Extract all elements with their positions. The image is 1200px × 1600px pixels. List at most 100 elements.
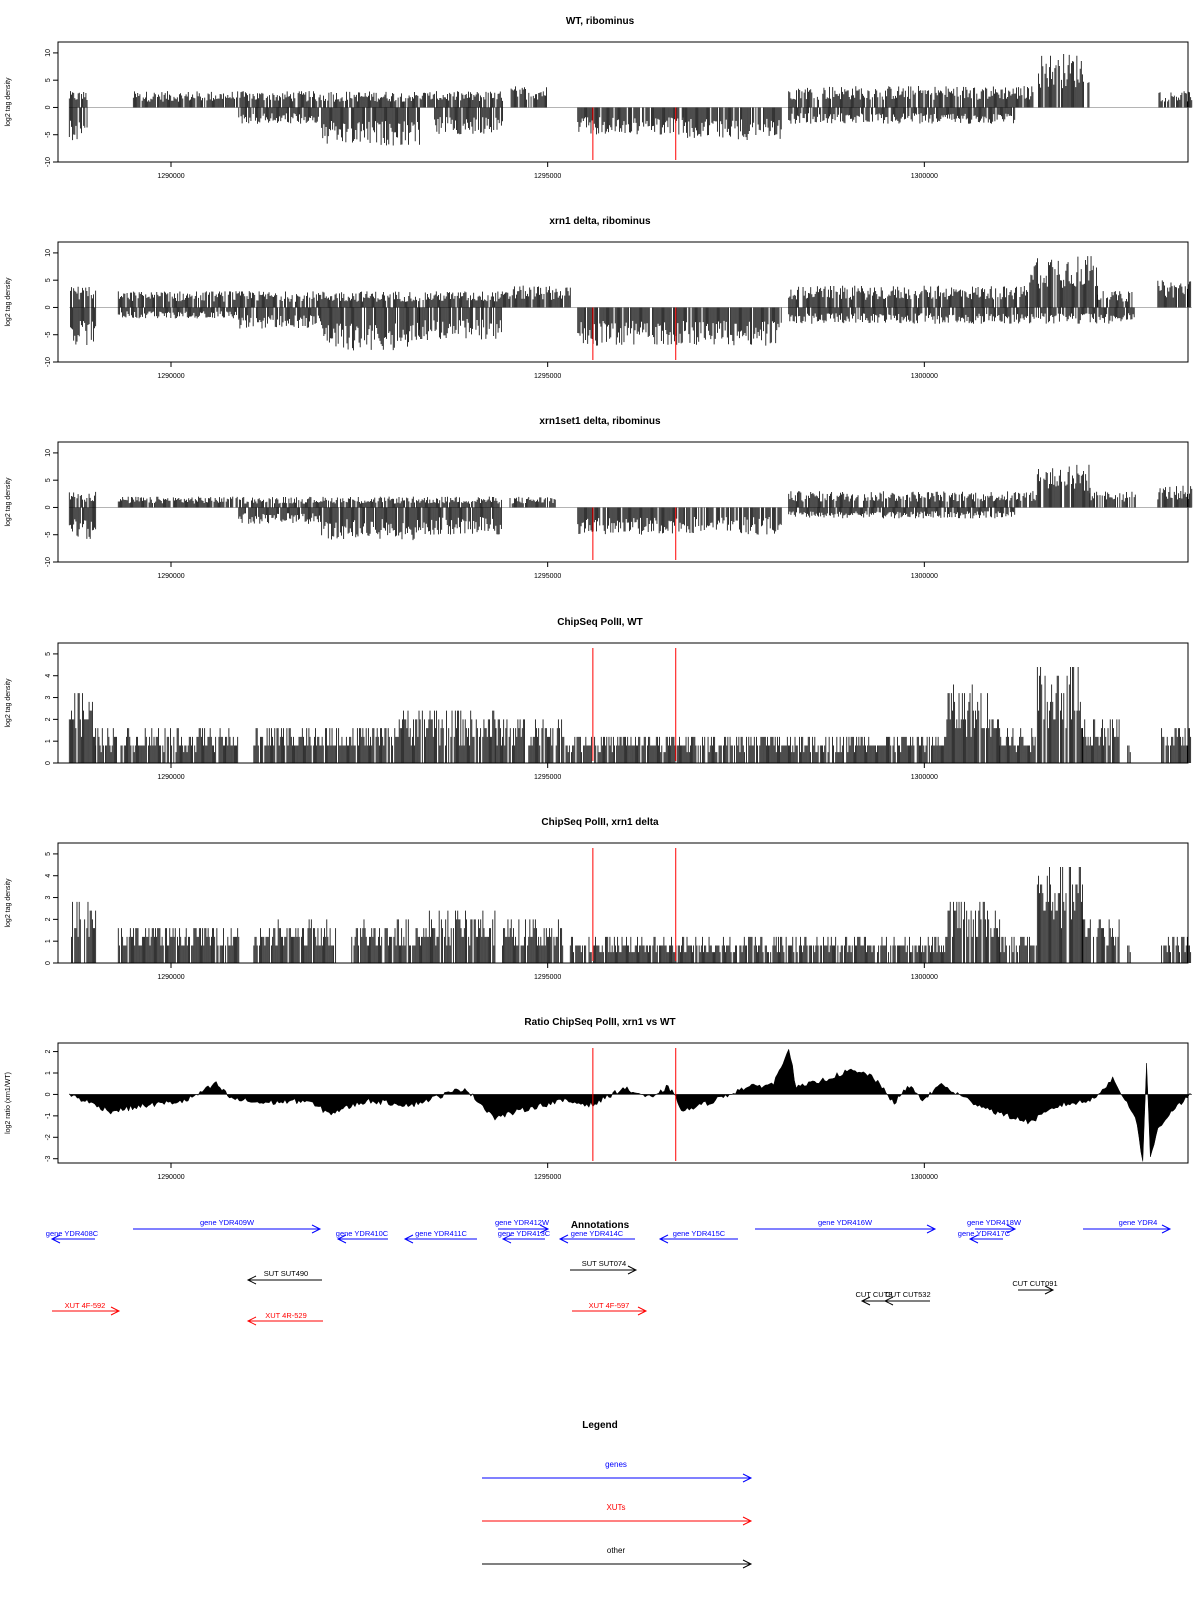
signal-bars bbox=[1082, 919, 1120, 963]
signal-bars bbox=[321, 507, 419, 541]
signal-bars bbox=[238, 107, 319, 124]
signal-bars bbox=[999, 936, 1037, 963]
signal-bars bbox=[68, 91, 88, 108]
y-axis-label: log2 tag density bbox=[5, 477, 12, 527]
chart-panel-6: Ratio ChipSeq PolII, xrn1 vs WT log2 rati… bbox=[5, 1017, 1192, 1181]
y-tick-label: 4 bbox=[45, 874, 52, 878]
annotations-title: Annotations bbox=[571, 1220, 630, 1231]
y-tick-label: 10 bbox=[45, 49, 52, 57]
signal-bars bbox=[70, 307, 97, 345]
signal-bars bbox=[321, 107, 420, 146]
arrow-head bbox=[1044, 1285, 1055, 1295]
y-tick-label: 3 bbox=[45, 695, 52, 699]
negative-signal-segment bbox=[117, 307, 240, 319]
arrow-head bbox=[1006, 1224, 1017, 1234]
chart-title: ChipSeq PolII, WT bbox=[557, 617, 643, 628]
signal-bars bbox=[253, 728, 397, 763]
arrow-head bbox=[50, 1234, 61, 1244]
annotation-gene: gene YDR410C bbox=[336, 1229, 389, 1244]
y-tick-label: 5 bbox=[45, 652, 52, 656]
signal-bars bbox=[419, 507, 502, 535]
annotation-other: SUT SUT490 bbox=[246, 1269, 322, 1285]
positive-signal-segment bbox=[1029, 256, 1098, 308]
y-tick-label: 1 bbox=[45, 739, 52, 743]
signal-bars bbox=[502, 919, 564, 963]
negative-signal-segment bbox=[321, 507, 419, 541]
y-tick-label: -10 bbox=[45, 157, 52, 167]
negative-signal-segment bbox=[321, 107, 420, 146]
signal-bars bbox=[321, 307, 420, 351]
positive-signal-segment bbox=[396, 710, 496, 763]
y-tick-label: 0 bbox=[45, 761, 52, 765]
arrow-head bbox=[637, 1306, 648, 1316]
positive-signal-segment bbox=[117, 496, 502, 508]
annotation-gene: gene YDR412W bbox=[495, 1218, 550, 1234]
chart-panel-4: ChipSeq PolII, WT log2 tag density 0 1 2 3 4 5 1… bbox=[5, 617, 1192, 781]
positive-signal-segment bbox=[1157, 485, 1193, 508]
x-tick-label: 1300000 bbox=[911, 573, 938, 580]
positive-signal-segment bbox=[788, 86, 1034, 108]
positive-signal-segment bbox=[509, 285, 571, 308]
positive-signal-segment bbox=[1082, 919, 1120, 963]
x-tick-label: 1300000 bbox=[911, 974, 938, 981]
chart-title: xrn1set1 delta, ribominus bbox=[539, 416, 661, 427]
x-tick-label: 1300000 bbox=[911, 774, 938, 781]
legend-section: Legend genes XUTs other bbox=[482, 1420, 753, 1569]
y-axis-label: log2 tag density bbox=[5, 277, 12, 327]
y-tick-label: 2 bbox=[45, 1050, 52, 1054]
annotation-gene: gene YDR417C bbox=[958, 1229, 1011, 1244]
positive-signal-segment bbox=[1097, 291, 1133, 308]
plot-frame bbox=[57, 1042, 1189, 1164]
y-tick-label: 0 bbox=[45, 305, 52, 309]
signal-bars bbox=[946, 684, 1001, 763]
legend-entry-other: other bbox=[482, 1546, 753, 1569]
y-tick-label: -1 bbox=[45, 1113, 52, 1119]
positive-signal-segment bbox=[70, 286, 97, 308]
signal-bars bbox=[562, 736, 947, 763]
signal-bars bbox=[117, 496, 502, 508]
signal-bars bbox=[117, 291, 511, 308]
signal-bars bbox=[788, 285, 1028, 308]
arrow-head bbox=[558, 1234, 569, 1244]
signal-bars bbox=[71, 901, 97, 963]
y-tick-label: 5 bbox=[45, 478, 52, 482]
annotation-label: XUT 4F-592 bbox=[65, 1301, 106, 1310]
arrow-head bbox=[403, 1234, 414, 1244]
negative-signal-segment bbox=[788, 107, 1016, 124]
negative-signal-segment bbox=[788, 307, 1135, 324]
chart-panel-1: WT, ribominus log2 tag density -10 -5 0 5 10 12… bbox=[5, 16, 1193, 180]
signal-bars bbox=[788, 507, 1016, 519]
y-tick-label: 5 bbox=[45, 852, 52, 856]
negative-signal-segment bbox=[419, 507, 502, 535]
positive-signal-segment bbox=[1157, 280, 1192, 308]
positive-signal-segment bbox=[117, 291, 511, 308]
annotation-gene: gene YDR418W bbox=[967, 1218, 1022, 1234]
signal-bars bbox=[788, 307, 1135, 324]
annotation-label: gene YDR409W bbox=[200, 1218, 255, 1227]
positive-signal-segment bbox=[510, 86, 547, 108]
positive-signal-segment bbox=[1161, 728, 1192, 763]
signal-bars bbox=[95, 728, 239, 763]
arrow-head bbox=[501, 1234, 512, 1244]
plot-frame bbox=[57, 441, 1189, 563]
y-tick-label: -10 bbox=[45, 357, 52, 367]
y-axis-label: log2 tag density bbox=[5, 878, 12, 928]
x-tick-label: 1290000 bbox=[157, 1174, 184, 1181]
annotation-label: XUT 4F-597 bbox=[589, 1301, 630, 1310]
x-tick-label: 1290000 bbox=[157, 573, 184, 580]
annotation-label: gene YDR417C bbox=[958, 1229, 1011, 1238]
annotation-other: CUT CUT532 bbox=[883, 1290, 931, 1306]
annotation-label: SUT SUT074 bbox=[582, 1259, 626, 1268]
positive-signal-segment bbox=[788, 491, 1037, 508]
annotation-gene: gene YDR414C bbox=[558, 1229, 635, 1244]
signal-bars bbox=[68, 491, 97, 508]
ratio-area bbox=[69, 1048, 1192, 1162]
signal-bars bbox=[253, 919, 337, 963]
arrow-head bbox=[742, 1473, 753, 1483]
annotation-label: gene YDR415C bbox=[673, 1229, 726, 1238]
y-tick-label: 5 bbox=[45, 78, 52, 82]
signal-bars bbox=[1161, 936, 1192, 963]
signal-bars bbox=[351, 919, 427, 963]
annotation-label: XUT 4R-529 bbox=[265, 1311, 307, 1320]
